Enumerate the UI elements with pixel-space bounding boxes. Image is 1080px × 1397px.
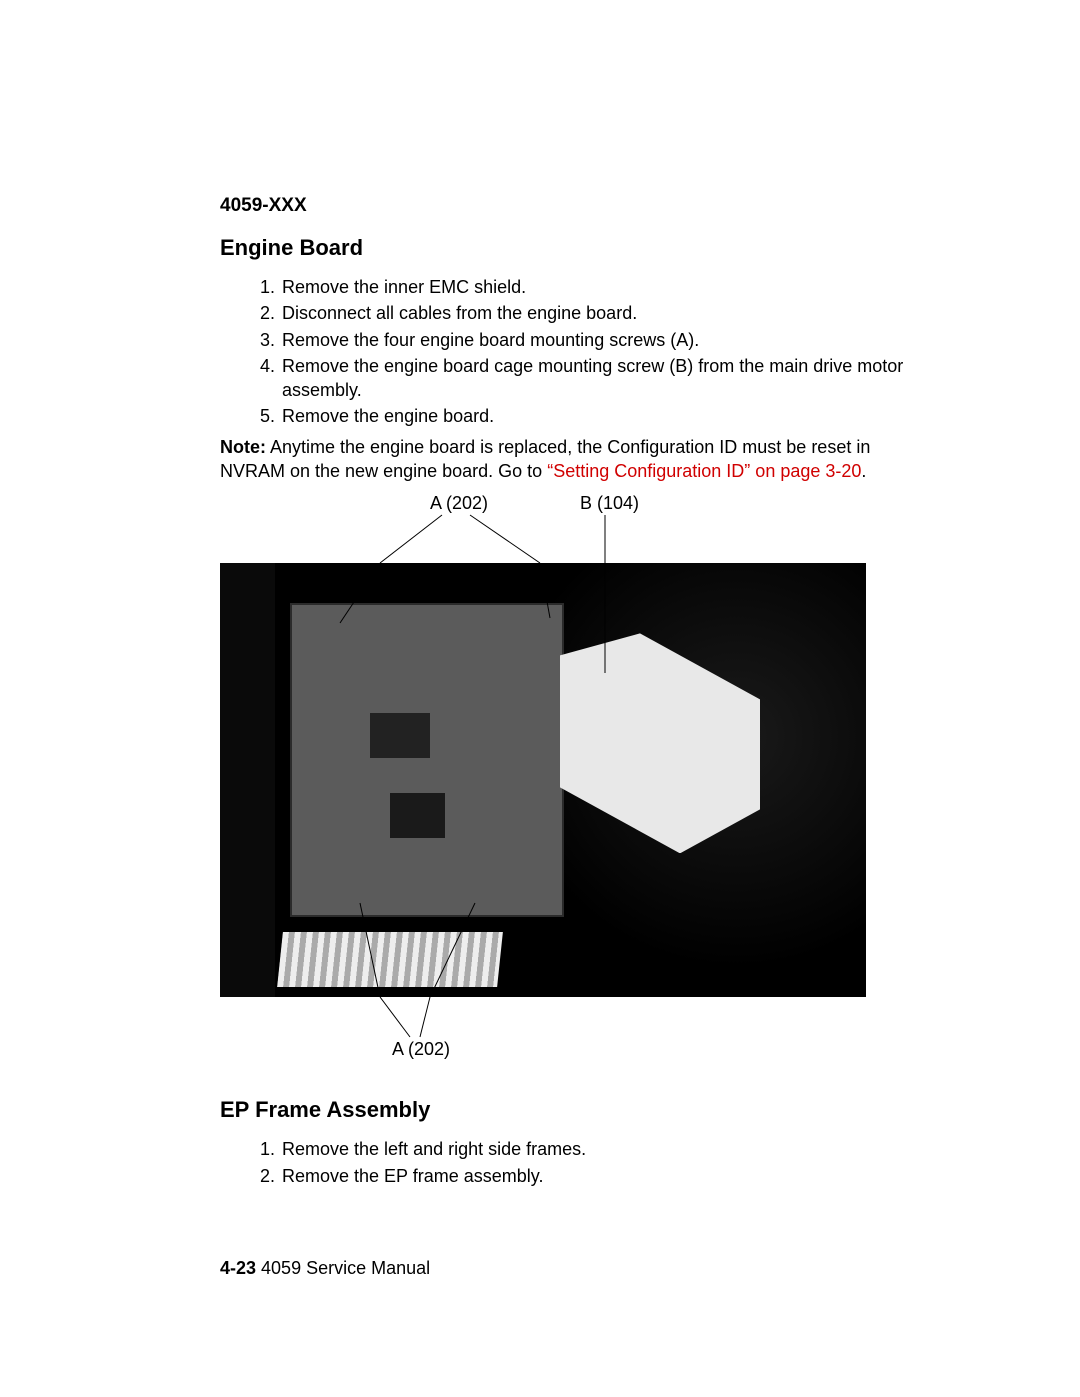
figure: A (202) B (104) <box>220 493 880 1067</box>
section-title-engine-board: Engine Board <box>220 235 910 261</box>
note-block: Note: Anytime the engine board is replac… <box>220 435 910 484</box>
section-title-ep-frame: EP Frame Assembly <box>220 1097 910 1123</box>
note-link[interactable]: “Setting Configuration ID” on page 3-20 <box>547 461 861 481</box>
model-header: 4059-XXX <box>220 195 910 217</box>
callout-label-b-top: B (104) <box>580 493 639 514</box>
chip-shape <box>390 793 445 838</box>
list-item: Disconnect all cables from the engine bo… <box>280 301 910 325</box>
callout-lines-top <box>220 493 880 563</box>
list-item: Remove the engine board cage mounting sc… <box>280 354 910 403</box>
list-item: Remove the four engine board mounting sc… <box>280 328 910 352</box>
engine-board-shape <box>290 603 564 917</box>
list-item: Remove the inner EMC shield. <box>280 275 910 299</box>
photo-shadow-left <box>220 563 275 997</box>
callout-lines-bottom <box>220 997 880 1067</box>
list-item: Remove the EP frame assembly. <box>280 1164 910 1188</box>
callout-label-a-top: A (202) <box>430 493 488 514</box>
note-label: Note: <box>220 437 266 457</box>
ep-frame-steps: Remove the left and right side frames. R… <box>220 1137 910 1188</box>
page: 4059-XXX Engine Board Remove the inner E… <box>0 0 1080 1379</box>
engine-board-steps: Remove the inner EMC shield. Disconnect … <box>220 275 910 429</box>
figure-labels-bottom: A (202) <box>220 997 880 1067</box>
heatsink-shape <box>277 932 503 987</box>
figure-image <box>220 563 866 997</box>
list-item: Remove the engine board. <box>280 404 910 428</box>
note-text-2: . <box>861 461 866 481</box>
list-item: Remove the left and right side frames. <box>280 1137 910 1161</box>
page-number: 4-23 <box>220 1258 256 1278</box>
figure-labels-top: A (202) B (104) <box>220 493 880 563</box>
chip-shape <box>370 713 430 758</box>
page-footer: 4-23 4059 Service Manual <box>220 1258 910 1279</box>
doc-title: 4059 Service Manual <box>256 1258 430 1278</box>
callout-label-a-bottom: A (202) <box>392 1039 450 1060</box>
